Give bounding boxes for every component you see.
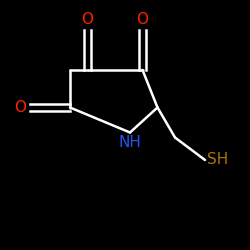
Text: O: O [136, 12, 148, 28]
Text: O: O [82, 12, 94, 28]
Text: O: O [14, 100, 26, 115]
Text: NH: NH [118, 135, 142, 150]
Text: SH: SH [207, 152, 228, 168]
